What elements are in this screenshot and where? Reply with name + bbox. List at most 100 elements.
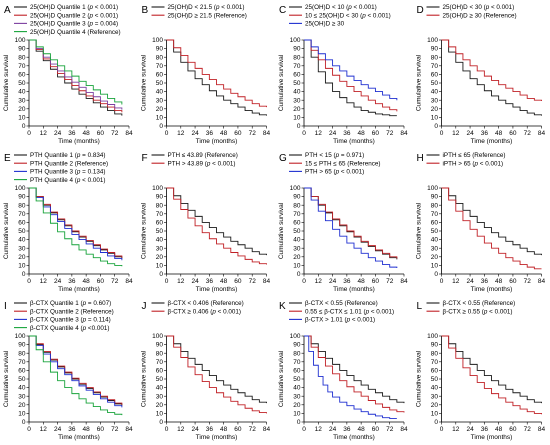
survival-curve — [166, 187, 267, 256]
x-tick-label: 84 — [263, 278, 271, 285]
y-tick-label: 100 — [427, 185, 438, 192]
y-tick-label: 70 — [156, 359, 164, 366]
legend-suffix: = 0.004) — [93, 21, 118, 28]
survival-curve — [304, 39, 398, 101]
y-tick-label: 40 — [18, 385, 26, 392]
y-tick-label: 90 — [18, 46, 26, 53]
x-tick-label: 12 — [315, 130, 323, 137]
legend-label: 25(OH)D Quantile 2 ( — [30, 12, 90, 19]
y-tick-label: 60 — [156, 72, 164, 79]
y-tick-label: 80 — [18, 202, 26, 209]
panel-g-curves — [304, 187, 398, 268]
x-tick-label: 48 — [83, 426, 91, 433]
y-tick-label: 40 — [156, 237, 164, 244]
x-tick-label: 24 — [329, 130, 337, 137]
panel-l-curves — [441, 335, 542, 415]
y-tick-label: 20 — [18, 106, 26, 113]
legend-entry: iPTH ≤ 65 (Reference) — [443, 152, 506, 159]
y-tick-label: 30 — [18, 245, 26, 252]
x-tick-label: 72 — [249, 130, 257, 137]
x-tick-label: 24 — [191, 278, 199, 285]
legend-suffix: < 0.001) — [366, 12, 391, 19]
y-tick-label: 10 — [431, 115, 439, 122]
x-tick-label: 36 — [343, 130, 351, 137]
legend-label: 25(OH)D ≥ 30 (Reference) — [443, 12, 517, 19]
y-tick-label: 20 — [156, 254, 164, 261]
panel-f-legend: PTH ≤ 43.89 (Reference)PTH > 43.89 (p < … — [151, 152, 238, 167]
legend-p: p — [365, 308, 370, 315]
legend-p: p — [335, 152, 340, 159]
y-tick-label: 60 — [293, 220, 301, 227]
y-tick-label: 70 — [18, 63, 26, 70]
panel-k-letter: K — [279, 301, 286, 312]
legend-suffix: = 0.134) — [80, 169, 105, 176]
legend-p: p — [335, 169, 340, 176]
legend-p: p — [82, 325, 87, 332]
x-axis-title: Time (months) — [196, 138, 238, 145]
legend-suffix: < 0.001) — [489, 4, 514, 11]
y-tick-label: 0 — [22, 123, 26, 130]
y-tick-label: 90 — [293, 194, 301, 201]
panel-b-curves — [166, 39, 267, 116]
x-tick-label: 0 — [27, 426, 31, 433]
y-tick-label: 50 — [431, 80, 439, 87]
legend-entry: 10 ≤ 25(OH)D < 30 (p < 0.001) — [305, 12, 391, 19]
x-tick-label: 60 — [372, 426, 380, 433]
y-tick-label: 50 — [18, 228, 26, 235]
panel-c-letter: C — [279, 5, 286, 16]
x-tick-label: 72 — [524, 426, 532, 433]
legend-p: p — [82, 317, 87, 324]
legend-label: 15 ≤ PTH ≤ 65 (Reference) — [305, 160, 381, 167]
survival-curve — [304, 335, 405, 404]
y-tick-label: 50 — [156, 228, 164, 235]
x-tick-label: 12 — [315, 278, 323, 285]
panel-b-letter: B — [142, 5, 149, 16]
y-tick-label: 10 — [156, 263, 164, 270]
legend-suffix: < 0.001) — [216, 308, 241, 315]
x-tick-label: 0 — [27, 278, 31, 285]
x-tick-label: 48 — [358, 426, 366, 433]
legend-label: 25(OH)D < 30 ( — [443, 4, 487, 11]
legend-label: β-CTX < 0.55 (Reference) — [305, 300, 378, 307]
y-tick-label: 80 — [293, 350, 301, 357]
y-axis-title: Cumulative survival — [141, 54, 148, 111]
x-axis-title: Time (months) — [333, 138, 375, 145]
y-tick-label: 30 — [293, 245, 301, 252]
y-tick-label: 60 — [18, 368, 26, 375]
legend-label: PTH Quantile 4 ( — [30, 177, 78, 184]
y-axis-title: Cumulative survival — [416, 350, 423, 407]
legend-label: β-CTX Quantile 4 ( — [30, 325, 84, 332]
x-tick-label: 84 — [125, 426, 133, 433]
survival-curve — [166, 335, 267, 414]
legend-label: 25(OH)D Quantile 3 ( — [30, 21, 90, 28]
panel-g-letter: G — [279, 153, 287, 164]
panel-k-curves — [304, 335, 405, 420]
x-tick-label: 72 — [249, 426, 257, 433]
panel-l-legend: β-CTX < 0.55 (Reference)β-CTX ≥ 0.55 (p … — [426, 300, 515, 315]
x-tick-label: 48 — [358, 278, 366, 285]
x-axis-title: Time (months) — [471, 286, 513, 293]
x-tick-label: 36 — [206, 130, 214, 137]
y-tick-label: 40 — [156, 89, 164, 96]
y-tick-label: 0 — [22, 419, 26, 426]
x-tick-label: 24 — [466, 130, 474, 137]
legend-label: β-CTX Quantile 2 (Reference) — [30, 308, 114, 315]
legend-label: β-CTX < 0.406 (Reference) — [168, 300, 244, 307]
y-tick-label: 10 — [156, 115, 164, 122]
legend-label: PTH Quantile 1 ( — [30, 152, 78, 159]
legend-entry: 0.55 ≤ β-CTX ≤ 1.01 (p < 0.001) — [305, 308, 394, 315]
x-tick-label: 60 — [234, 426, 242, 433]
x-tick-label: 84 — [400, 130, 408, 137]
y-tick-label: 70 — [156, 211, 164, 218]
y-tick-label: 90 — [431, 46, 439, 53]
legend-p: p — [89, 21, 94, 28]
survival-curve — [29, 187, 123, 267]
y-tick-label: 50 — [293, 376, 301, 383]
